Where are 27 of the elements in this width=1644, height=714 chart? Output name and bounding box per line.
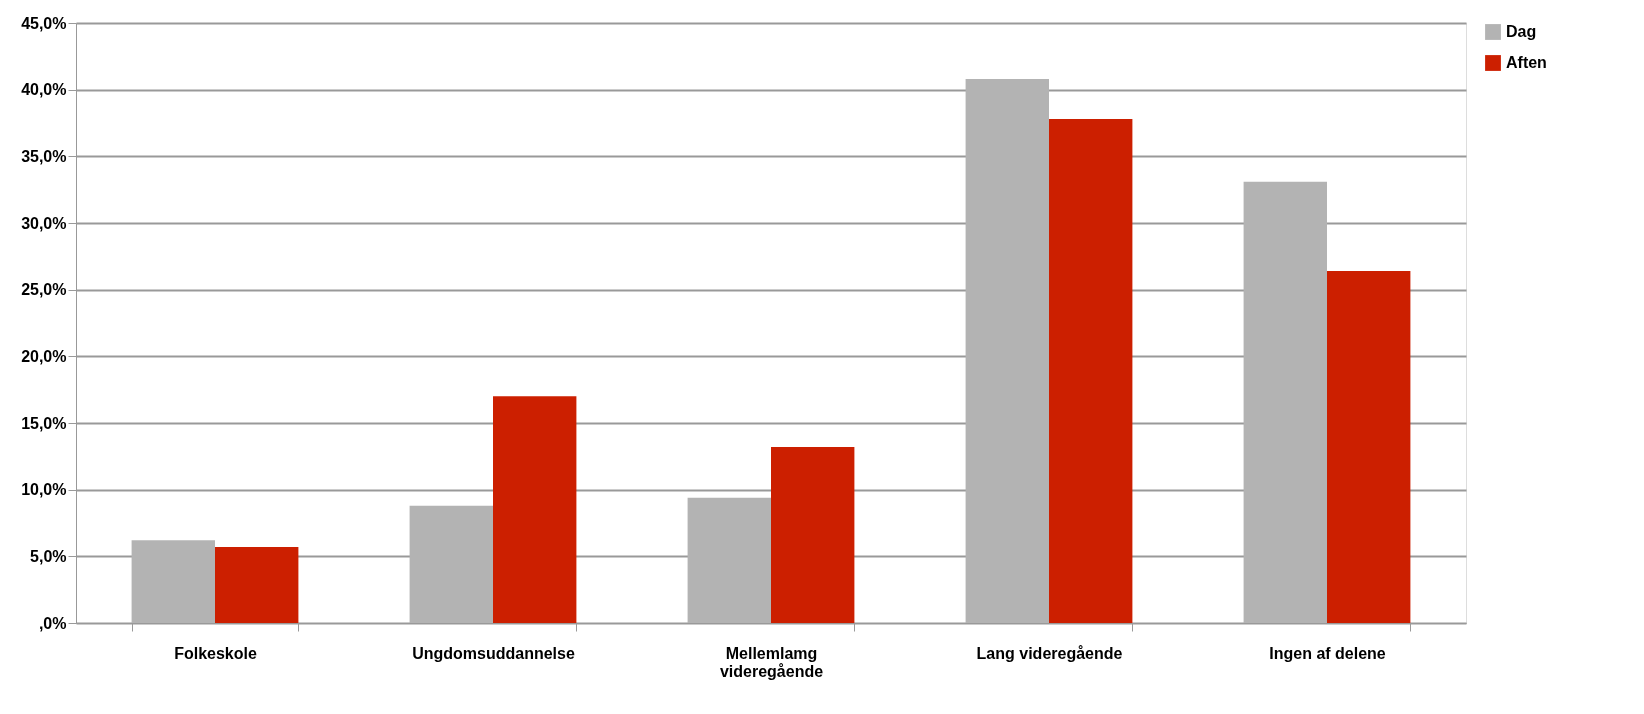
bar [409,505,493,623]
y-tick-label: 35,0% [21,147,67,165]
legend-label: Aften [1506,54,1547,71]
y-tick-label: 40,0% [21,81,67,99]
y-tick-label: 5,0% [30,547,67,565]
bar [771,447,855,623]
x-tick-label: Ungdomsuddannelse [412,644,575,662]
bar [493,396,577,623]
bar [131,540,215,623]
bar [687,497,771,623]
x-tick-label: Folkeskole [174,644,257,662]
y-tick-label: 10,0% [21,481,67,499]
bar [965,79,1049,623]
legend-label: Dag [1506,23,1537,40]
y-tick-label: 15,0% [21,414,67,432]
x-tick-label: Lang videregående [976,644,1123,662]
y-tick-label: 25,0% [21,281,67,299]
bar [1243,181,1327,623]
y-tick-label: 30,0% [21,214,67,232]
x-tick-label: Ingen af delene [1269,644,1386,662]
bar [1049,119,1133,623]
y-tick-label: 45,0% [21,14,67,32]
bar [1327,271,1411,623]
y-tick-label: 20,0% [21,347,67,365]
x-tick-label: Mellemlamg videregående [719,644,824,680]
bar [215,547,299,623]
y-tick-label: ,0% [38,614,67,632]
